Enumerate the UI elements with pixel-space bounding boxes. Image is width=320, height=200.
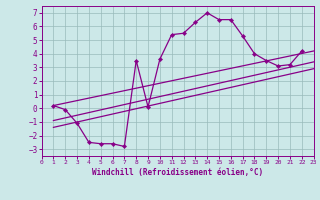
X-axis label: Windchill (Refroidissement éolien,°C): Windchill (Refroidissement éolien,°C) [92, 168, 263, 177]
